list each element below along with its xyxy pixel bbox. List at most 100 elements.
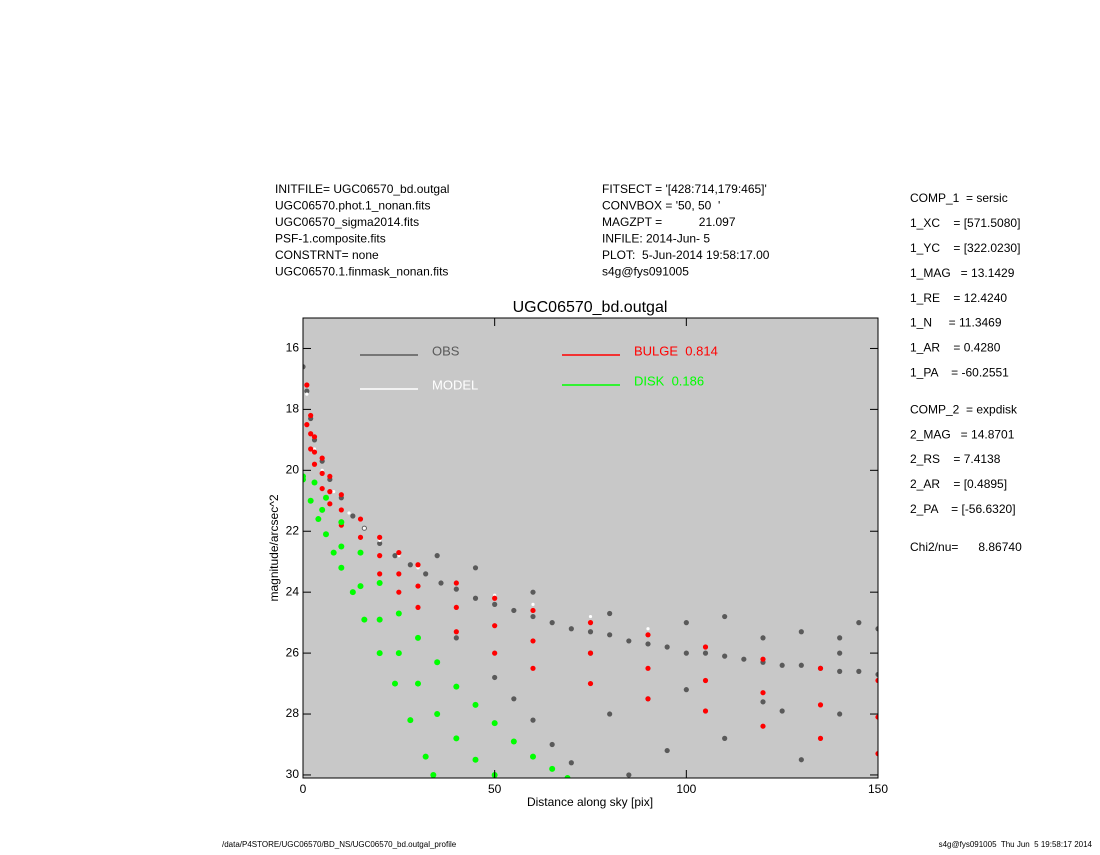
point <box>472 595 479 601</box>
y-tick-label: 22 <box>286 523 300 537</box>
point <box>510 738 517 745</box>
point <box>415 604 421 611</box>
point <box>549 765 556 772</box>
point <box>376 580 383 587</box>
point <box>303 473 306 480</box>
point <box>875 714 878 720</box>
point <box>434 711 441 718</box>
point <box>305 392 309 396</box>
point <box>304 382 310 388</box>
point <box>760 635 766 641</box>
point <box>664 747 670 754</box>
point <box>453 629 459 635</box>
point <box>492 595 498 601</box>
point <box>472 701 479 708</box>
fit-parameter: 1_MAG = 13.1429 <box>910 266 1015 280</box>
y-tick-label: 26 <box>286 645 300 659</box>
point <box>683 620 689 626</box>
point <box>415 680 421 687</box>
point <box>837 650 843 656</box>
header-middle: CONVBOX = '50, 50 ' <box>602 199 720 213</box>
header-middle: INFILE: 2014-Jun- 5 <box>602 232 710 246</box>
point <box>357 549 364 556</box>
point <box>395 610 402 617</box>
point <box>760 699 766 705</box>
point <box>377 540 383 547</box>
point <box>760 723 766 729</box>
footer-left: /data/P4STORE/UGC06570/BD_NS/UGC06570_bd… <box>222 840 457 849</box>
point <box>798 629 804 635</box>
point <box>308 412 314 419</box>
point <box>817 702 824 708</box>
point <box>423 571 429 577</box>
fit-parameter: 2_AR = [0.4895] <box>910 477 1007 491</box>
point <box>338 543 345 550</box>
fit-parameter: 1_N = 11.3469 <box>910 316 1002 330</box>
legend-label: MODEL <box>432 377 478 392</box>
point <box>407 562 413 568</box>
point <box>511 607 517 614</box>
point <box>779 708 785 714</box>
point <box>377 553 383 559</box>
point <box>434 553 440 559</box>
chart-title: UGC06570_bd.outgal <box>513 299 668 316</box>
point <box>304 422 310 428</box>
fit-parameter: 2_PA = [-56.6320] <box>910 502 1016 516</box>
header-left: PSF-1.composite.fits <box>275 232 386 246</box>
point <box>798 757 804 763</box>
point <box>875 671 878 678</box>
point <box>327 489 333 495</box>
point <box>568 760 574 766</box>
point <box>568 626 574 632</box>
point <box>349 589 356 596</box>
point <box>311 449 318 455</box>
point <box>875 751 878 757</box>
point <box>817 735 824 741</box>
point <box>327 501 333 507</box>
header-left: INITFILE= UGC06570_bd.outgal <box>275 182 449 196</box>
point <box>311 461 318 467</box>
point <box>307 497 314 504</box>
point <box>549 741 555 748</box>
fit-parameter: 1_RE = 12.4240 <box>910 291 1007 305</box>
point <box>587 680 594 687</box>
point <box>530 717 536 723</box>
fit-parameter: COMP_2 = expdisk <box>910 402 1018 416</box>
point <box>338 492 344 498</box>
header-left: UGC06570.phot.1_nonan.fits <box>275 199 430 213</box>
data-layer <box>303 364 878 778</box>
point <box>645 632 651 638</box>
point <box>415 583 421 589</box>
point <box>395 650 402 657</box>
point <box>357 534 364 540</box>
fit-parameter: 2_RS = 7.4138 <box>910 452 1001 466</box>
point <box>645 665 651 671</box>
point <box>415 562 421 568</box>
point <box>347 511 351 515</box>
point <box>702 677 709 684</box>
point <box>530 638 536 644</box>
point <box>837 711 843 717</box>
point <box>587 650 594 656</box>
fit-parameter: 1_PA = -60.2551 <box>910 365 1009 379</box>
point <box>376 616 383 623</box>
point <box>530 613 536 620</box>
legend-label: BULGE 0.814 <box>634 343 718 358</box>
point <box>626 772 632 778</box>
point <box>396 589 402 595</box>
point <box>453 635 459 641</box>
point <box>396 549 402 556</box>
point <box>330 549 337 556</box>
point <box>377 534 383 540</box>
point <box>332 490 336 494</box>
point <box>438 580 444 586</box>
point <box>817 665 824 671</box>
point <box>392 553 398 559</box>
point <box>392 680 398 687</box>
header-left: UGC06570_sigma2014.fits <box>275 215 419 229</box>
fit-parameter: 1_YC = [322.0230] <box>910 241 1020 255</box>
fit-parameter: Chi2/nu= 8.86740 <box>910 540 1022 554</box>
header-middle: FITSECT = '[428:714,179:465]' <box>602 182 767 196</box>
x-tick-label: 150 <box>868 782 888 796</box>
point <box>376 650 383 657</box>
